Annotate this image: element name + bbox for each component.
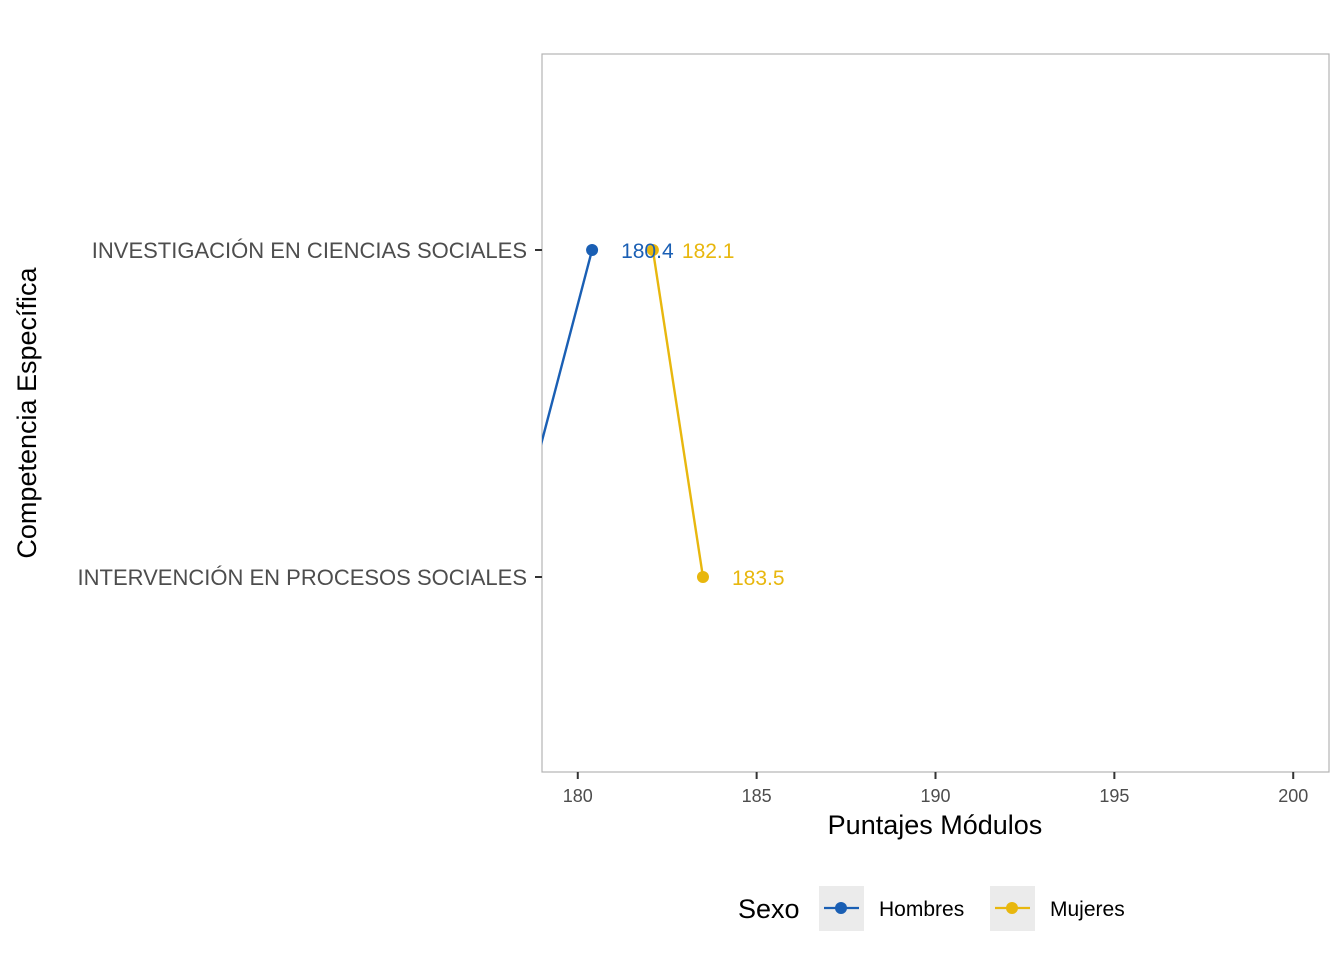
- x-tick-label-190: 190: [920, 786, 950, 806]
- legend-label-hombres: Hombres: [879, 898, 964, 921]
- y-axis-title: Competencia Específica: [12, 266, 42, 558]
- x-tick-label-180: 180: [563, 786, 593, 806]
- point-mujeres-1: [696, 571, 709, 583]
- legend-label-mujeres: Mujeres: [1050, 898, 1125, 921]
- y-axis: INVESTIGACIÓN EN CIENCIAS SOCIALES INTER…: [78, 238, 542, 590]
- data-label-layer: 180.4 182.1 183.5: [621, 240, 784, 590]
- x-tick-label-200: 200: [1278, 786, 1308, 806]
- data-label-mujeres-0: 182.1: [682, 240, 735, 263]
- legend: Sexo Hombres Mujeres: [738, 886, 1125, 931]
- x-tick-label-185: 185: [742, 786, 772, 806]
- legend-dot-hombres: [835, 902, 847, 914]
- series-layer: [542, 244, 709, 583]
- point-hombres-0: [586, 244, 599, 256]
- plot-panel: [541, 53, 1330, 773]
- x-axis-title: Puntajes Módulos: [828, 810, 1043, 840]
- data-label-hombres-0: 180.4: [621, 240, 674, 263]
- series-line-hombres: [542, 249, 594, 446]
- y-category-label-0: INVESTIGACIÓN EN CIENCIAS SOCIALES: [92, 238, 527, 263]
- series-line-mujeres: [651, 249, 705, 578]
- x-tick-label-195: 195: [1099, 786, 1129, 806]
- legend-item-mujeres: Mujeres: [990, 886, 1125, 931]
- point-mujeres-0: [646, 244, 659, 256]
- y-category-label-1: INTERVENCIÓN EN PROCESOS SOCIALES: [78, 565, 527, 590]
- data-label-mujeres-1: 183.5: [732, 567, 785, 590]
- legend-title: Sexo: [738, 894, 800, 924]
- legend-dot-mujeres: [1006, 902, 1018, 914]
- x-axis: 180 185 190 195 200: [563, 772, 1308, 806]
- legend-item-hombres: Hombres: [819, 886, 964, 931]
